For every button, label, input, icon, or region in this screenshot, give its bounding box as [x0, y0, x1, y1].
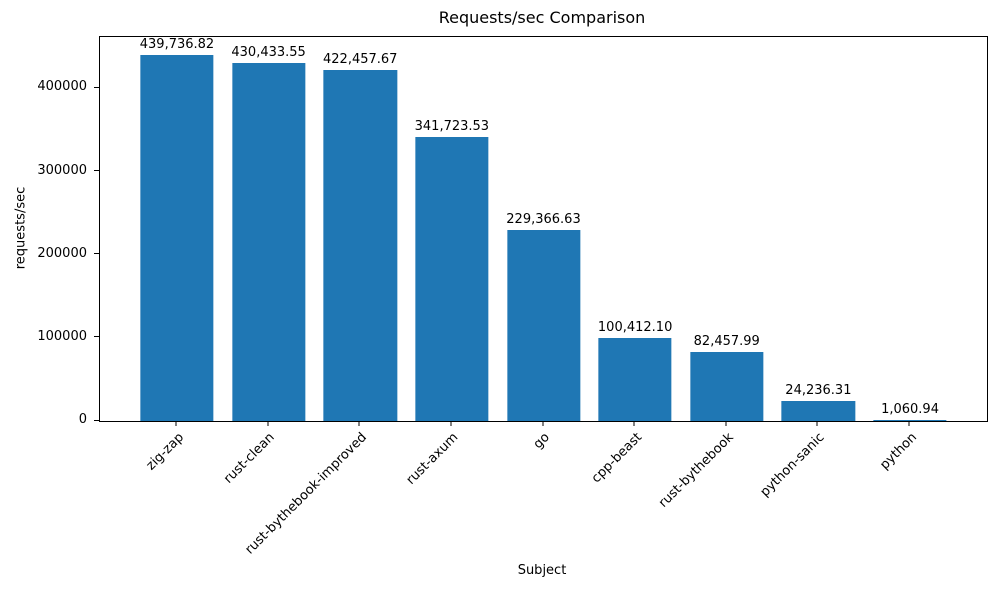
bar-python-sanic — [781, 400, 856, 421]
y-tick-label: 200000 — [37, 245, 87, 261]
bar-value-label: 100,412.10 — [597, 319, 673, 335]
y-tick-label: 400000 — [37, 79, 87, 95]
x-tick — [542, 421, 543, 426]
y-tick — [94, 253, 99, 255]
x-tick-label: zig-zap — [143, 430, 187, 474]
bar-value-label: 341,723.53 — [414, 118, 490, 134]
x-tick — [358, 421, 360, 426]
bar-rust-clean — [231, 63, 306, 421]
x-tick — [908, 421, 910, 426]
chart-title: Requests/sec Comparison — [438, 8, 646, 27]
bar-rust-bythebook-improved — [323, 69, 397, 421]
bar-cpp-beast — [598, 337, 672, 421]
bar-go — [506, 230, 581, 421]
x-tick — [175, 421, 177, 426]
bar-value-label: 82,457.99 — [693, 334, 760, 350]
plot-area: 439,736.82 430,433.55 422,457.67 341,723.53… — [99, 36, 988, 422]
y-tick — [94, 86, 99, 88]
bar-value-label: 439,736.82 — [139, 37, 215, 53]
x-tick-label: rust-axum — [403, 430, 462, 488]
x-axis-label: Subject — [517, 563, 567, 578]
bar-value-label: 24,236.31 — [785, 382, 852, 398]
bar-value-label: 1,060.94 — [881, 402, 939, 418]
x-tick-label: python-sanic — [758, 430, 828, 500]
y-tick — [94, 419, 99, 421]
bar-value-label: 229,366.63 — [506, 212, 581, 228]
x-tick-label: rust-bythebook — [655, 430, 737, 511]
bars-layer: 439,736.82 430,433.55 422,457.67 341,723.53… — [100, 37, 987, 421]
x-tick-label: go — [531, 430, 554, 453]
y-tick-label: 0 — [78, 412, 87, 427]
y-axis: 0 100000 200000 300000 400000 — [0, 36, 99, 427]
x-tick — [816, 421, 818, 426]
y-tick-label: 100000 — [37, 328, 87, 344]
y-tick — [94, 170, 99, 171]
bar-python — [873, 420, 947, 421]
bar-rust-bythebook — [690, 352, 764, 421]
bar-value-label: 430,433.55 — [231, 45, 306, 61]
x-tick-label: rust-clean — [221, 430, 279, 487]
bar-value-label: 422,457.67 — [323, 51, 398, 67]
x-tick — [267, 421, 269, 426]
bar-rust-axum — [415, 136, 489, 421]
x-tick-label: python — [876, 430, 920, 473]
x-tick — [633, 421, 635, 426]
bar-zig-zap — [140, 55, 214, 421]
x-tick-label: cpp-beast — [588, 430, 645, 487]
x-tick — [725, 421, 727, 426]
x-tick — [450, 421, 452, 426]
y-tick-label: 300000 — [37, 162, 87, 178]
y-tick — [94, 336, 99, 338]
